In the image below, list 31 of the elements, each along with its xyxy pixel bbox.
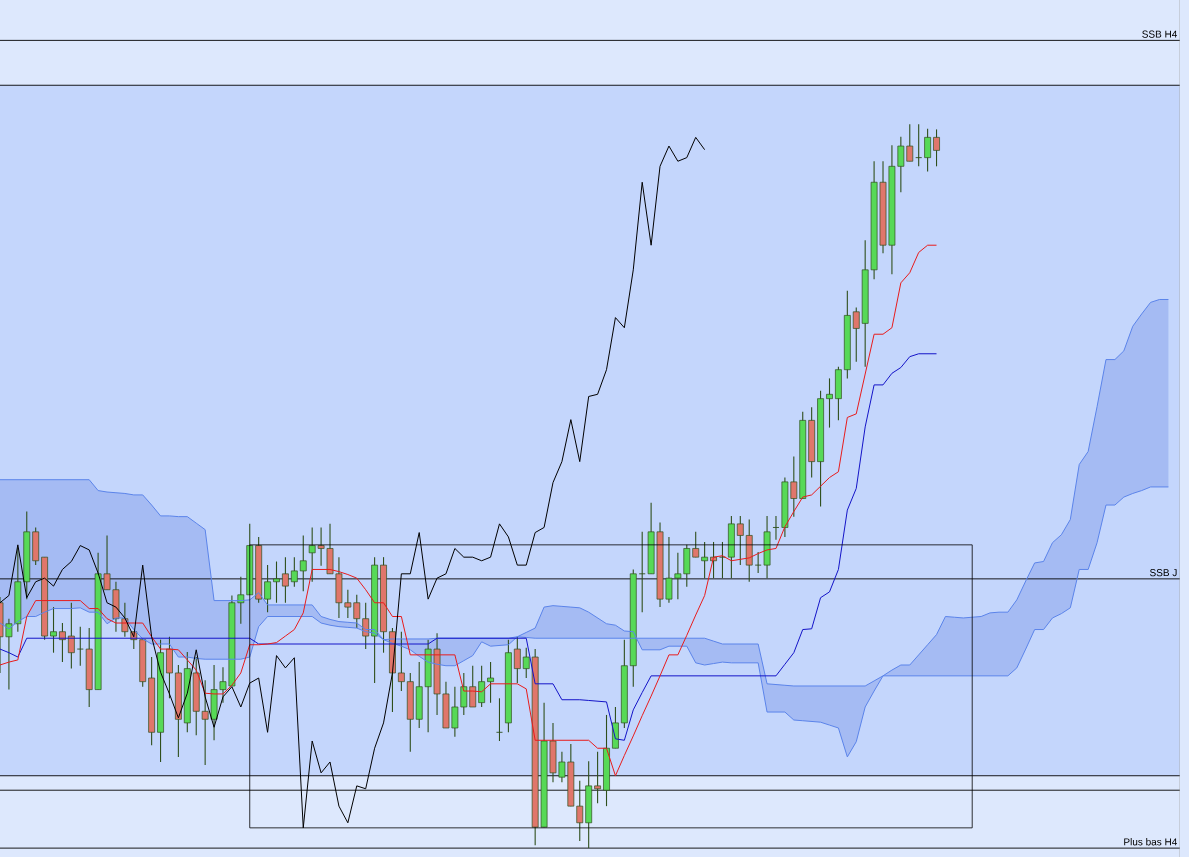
candlestick: [736, 515, 744, 566]
candlestick: [692, 531, 700, 558]
candlestick: [487, 661, 494, 704]
candlestick: [478, 665, 486, 708]
candlestick: [594, 751, 601, 804]
candlestick: [638, 531, 646, 613]
candlestick: [826, 377, 833, 429]
candlestick: [701, 541, 709, 579]
candlestick: [772, 515, 780, 541]
candlestick: [754, 551, 762, 574]
candlestick: [273, 560, 280, 604]
candlestick: [59, 622, 66, 663]
candlestick: [264, 564, 271, 613]
candlestick: [924, 128, 931, 172]
candlestick: [915, 123, 923, 167]
candlestick: [76, 626, 84, 667]
candlestick: [469, 665, 477, 708]
candlestick: [933, 128, 940, 167]
candlestick: [718, 541, 726, 579]
ref-line-label: SSB J: [1149, 569, 1177, 577]
ref-line-label: SSB H4: [1142, 30, 1178, 38]
candlestick: [282, 556, 289, 604]
ref-line-label: Plus bas H4: [1124, 838, 1178, 846]
candlestick: [513, 636, 521, 684]
candlestick: [67, 602, 75, 670]
candlestick: [299, 534, 307, 592]
candlestick: [496, 697, 503, 742]
candlestick: [166, 636, 173, 699]
candlestick: [50, 606, 57, 654]
candlestick: [290, 556, 298, 588]
candlestick: [397, 631, 405, 692]
